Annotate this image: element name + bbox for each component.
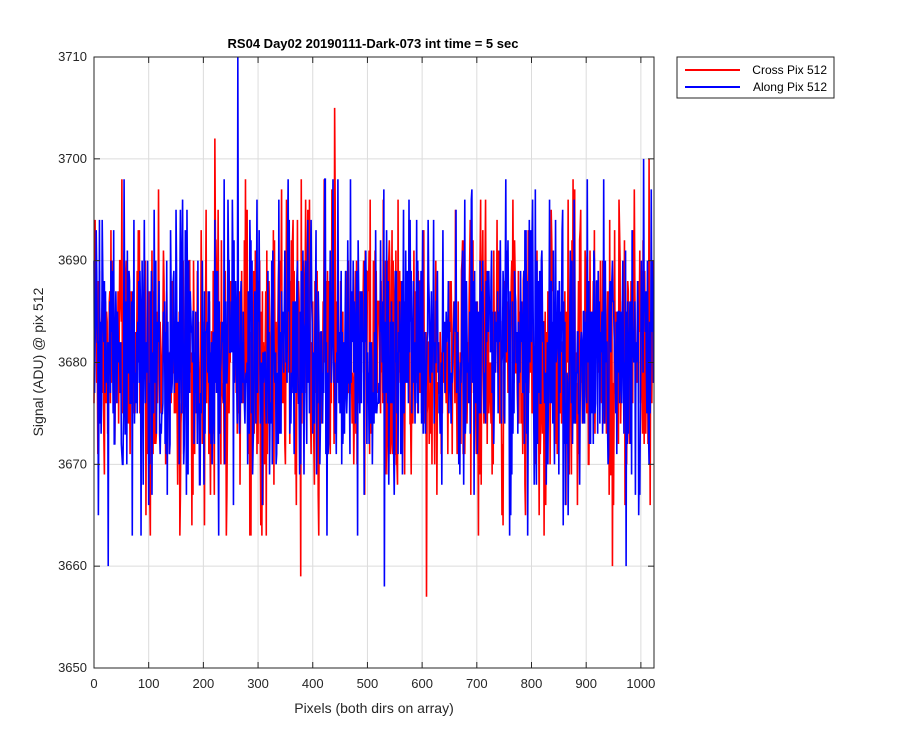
chart-title: RS04 Day02 20190111-Dark-073 int time = … <box>228 36 519 51</box>
x-tick-label: 100 <box>138 676 160 691</box>
legend-box <box>676 56 835 99</box>
x-axis-label: Pixels (both dirs on array) <box>294 700 454 716</box>
x-tick-label: 600 <box>411 676 433 691</box>
y-tick-label: 3660 <box>58 558 87 573</box>
y-axis-label: Signal (ADU) @ pix 512 <box>30 287 46 436</box>
x-tick-label: 300 <box>247 676 269 691</box>
plot-area: 0 100 200 300 400 500 600 700 800 900 1000 3650 3660… <box>58 49 655 691</box>
x-tick-label: 200 <box>193 676 215 691</box>
axes: 0 100 200 300 400 500 600 700 800 900 1000 3650 3660… <box>58 49 655 691</box>
y-tick-label: 3680 <box>58 355 87 370</box>
y-tick-label: 3650 <box>58 660 87 675</box>
legend[interactable]: Cross Pix 512 Along Pix 512 <box>676 56 835 99</box>
x-tick-label: 800 <box>521 676 543 691</box>
x-tick-label: 400 <box>302 676 324 691</box>
y-tick-label: 3710 <box>58 49 87 64</box>
legend-label-along: Along Pix 512 <box>753 80 827 94</box>
series-layer <box>93 56 655 597</box>
y-tick-label: 3700 <box>58 151 87 166</box>
y-tick-label: 3690 <box>58 253 87 268</box>
legend-label-cross: Cross Pix 512 <box>752 63 827 77</box>
x-tick-label: 700 <box>466 676 488 691</box>
x-tick-label: 0 <box>90 676 97 691</box>
x-tick-label: 500 <box>357 676 379 691</box>
series-line-along-pix-512 <box>93 56 655 587</box>
x-tick-label: 900 <box>575 676 597 691</box>
y-tick-label: 3670 <box>58 456 87 471</box>
x-tick-label: 1000 <box>626 676 655 691</box>
